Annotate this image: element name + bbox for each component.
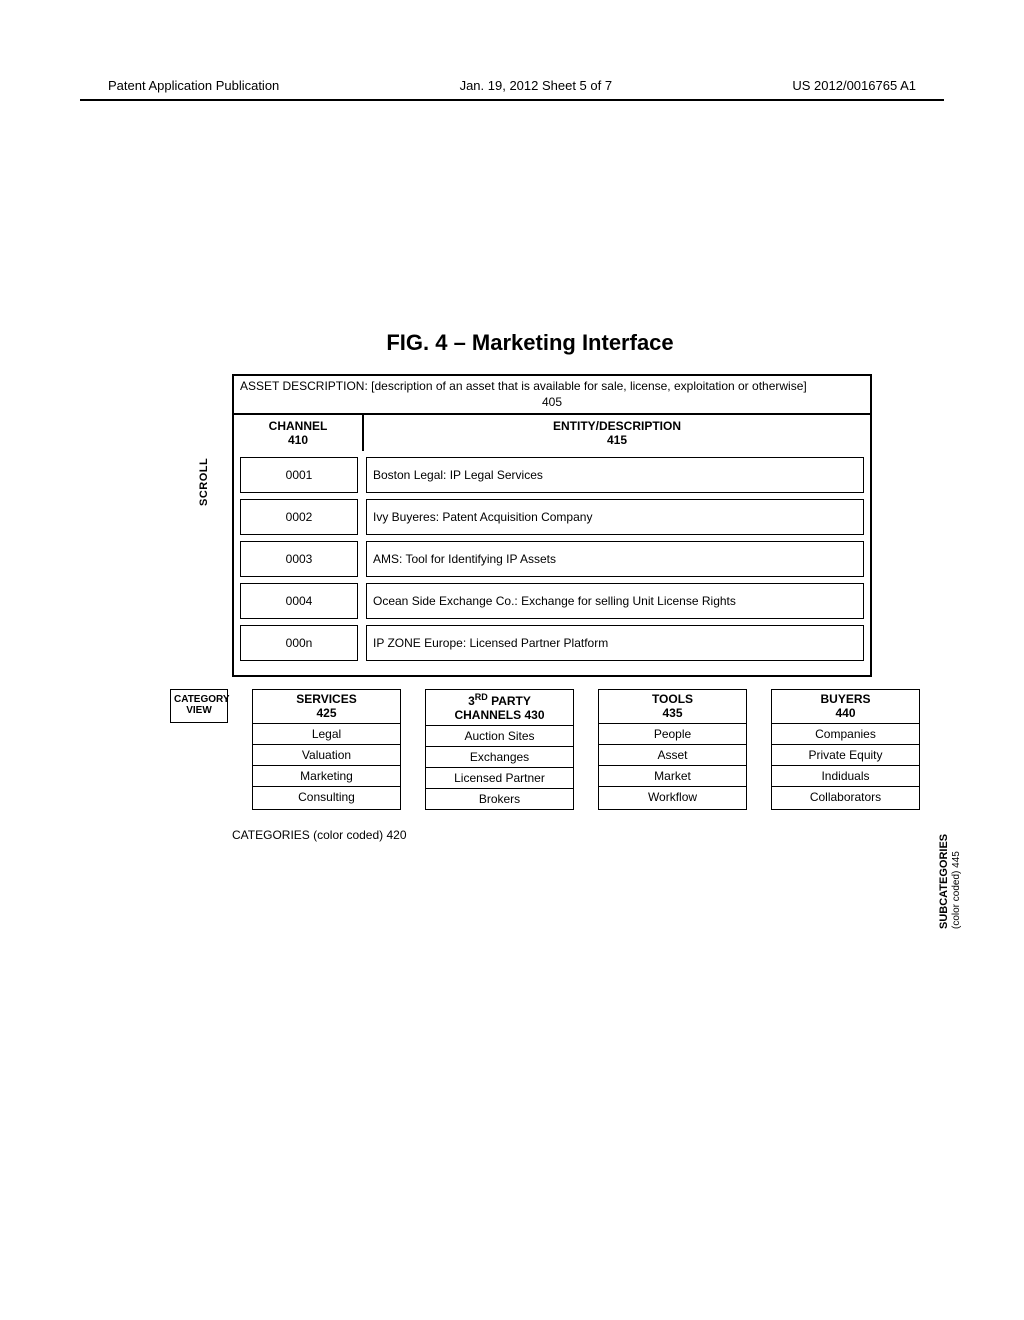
category-cell: Collaborators <box>772 787 919 807</box>
category-cell: Private Equity <box>772 745 919 766</box>
entity-cell: IP ZONE Europe: Licensed Partner Platfor… <box>366 625 864 661</box>
scroll-label: SCROLL <box>198 458 210 506</box>
channel-cell: 0001 <box>240 457 358 493</box>
category-cell: Companies <box>772 724 919 745</box>
category-cell: Auction Sites <box>426 726 573 747</box>
table-row: 000n IP ZONE Europe: Licensed Partner Pl… <box>240 625 864 661</box>
category-cell: Valuation <box>253 745 400 766</box>
subcategories-label: SUBCATEGORIES (color coded) 445 <box>938 809 962 929</box>
header-right: US 2012/0016765 A1 <box>792 78 916 93</box>
category-head-ref: 435 <box>662 706 682 720</box>
category-cell: Exchanges <box>426 747 573 768</box>
channel-header: CHANNEL 410 <box>234 415 364 451</box>
page-header: Patent Application Publication Jan. 19, … <box>0 0 1024 95</box>
subcategories-sub: (color coded) 445 <box>951 852 962 930</box>
channel-rows: 0001 Boston Legal: IP Legal Services 000… <box>234 451 870 675</box>
category-column-tools: TOOLS 435 People Asset Market Workflow <box>598 689 747 809</box>
category-head-ref: 425 <box>316 706 336 720</box>
table-row: 0001 Boston Legal: IP Legal Services <box>240 457 864 493</box>
asset-description-ref: 405 <box>234 395 870 413</box>
category-head: 3RD PARTYCHANNELS 430 <box>426 690 573 725</box>
category-cell: Marketing <box>253 766 400 787</box>
category-cell: Indiduals <box>772 766 919 787</box>
category-column-channels: 3RD PARTYCHANNELS 430 Auction Sites Exch… <box>425 689 574 809</box>
category-view-label: CATEGORY VIEW <box>170 689 228 723</box>
entity-cell: Ocean Side Exchange Co.: Exchange for se… <box>366 583 864 619</box>
figure-area: FIG. 4 – Marketing Interface SCROLL ASSE… <box>140 330 920 842</box>
channel-header-row: CHANNEL 410 ENTITY/DESCRIPTION 415 <box>234 413 870 451</box>
categories-footnote: CATEGORIES (color coded) 420 <box>232 828 920 842</box>
channel-header-text: CHANNEL <box>269 419 328 433</box>
category-cell: Licensed Partner <box>426 768 573 789</box>
figure-title: FIG. 4 – Marketing Interface <box>140 330 920 356</box>
asset-block: SCROLL ASSET DESCRIPTION: [description o… <box>232 374 872 677</box>
categories-wrap: CATEGORY VIEW SERVICES 425 Legal Valuati… <box>170 689 920 809</box>
entity-header-ref: 415 <box>607 433 627 447</box>
category-column-services: SERVICES 425 Legal Valuation Marketing C… <box>252 689 401 809</box>
channel-cell: 0003 <box>240 541 358 577</box>
channel-cell: 000n <box>240 625 358 661</box>
category-head-text: BUYERS <box>820 692 870 706</box>
category-cell: Workflow <box>599 787 746 807</box>
category-head-text: SERVICES <box>296 692 356 706</box>
header-center: Jan. 19, 2012 Sheet 5 of 7 <box>460 78 613 93</box>
entity-header: ENTITY/DESCRIPTION 415 <box>364 415 870 451</box>
entity-cell: Boston Legal: IP Legal Services <box>366 457 864 493</box>
category-cell: People <box>599 724 746 745</box>
category-cell: Legal <box>253 724 400 745</box>
channel-header-ref: 410 <box>288 433 308 447</box>
category-head-text: TOOLS <box>652 692 693 706</box>
category-head: SERVICES 425 <box>253 690 400 723</box>
header-left: Patent Application Publication <box>108 78 279 93</box>
entity-cell: Ivy Buyeres: Patent Acquisition Company <box>366 499 864 535</box>
header-rule <box>80 99 944 101</box>
asset-description: ASSET DESCRIPTION: [description of an as… <box>234 376 870 395</box>
category-cell: Asset <box>599 745 746 766</box>
entity-cell: AMS: Tool for Identifying IP Assets <box>366 541 864 577</box>
entity-header-text: ENTITY/DESCRIPTION <box>553 419 681 433</box>
table-row: 0004 Ocean Side Exchange Co.: Exchange f… <box>240 583 864 619</box>
category-cell: Brokers <box>426 789 573 809</box>
category-cell: Market <box>599 766 746 787</box>
subcategories-text: SUBCATEGORIES <box>938 834 950 929</box>
category-head-ref: 440 <box>835 706 855 720</box>
table-row: 0003 AMS: Tool for Identifying IP Assets <box>240 541 864 577</box>
category-head: BUYERS 440 <box>772 690 919 723</box>
category-column-buyers: BUYERS 440 Companies Private Equity Indi… <box>771 689 920 809</box>
channel-cell: 0002 <box>240 499 358 535</box>
table-row: 0002 Ivy Buyeres: Patent Acquisition Com… <box>240 499 864 535</box>
category-cell: Consulting <box>253 787 400 807</box>
category-head-text: 3RD PARTYCHANNELS 430 <box>454 694 544 721</box>
channel-cell: 0004 <box>240 583 358 619</box>
category-head: TOOLS 435 <box>599 690 746 723</box>
